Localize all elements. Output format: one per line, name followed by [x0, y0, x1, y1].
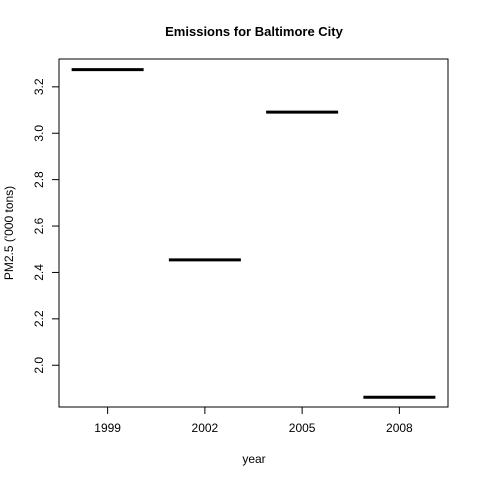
- data-marks: [71, 68, 436, 399]
- x-axis: 1999 2002 2005 2008: [94, 407, 413, 435]
- y-tick-label: 2.6: [32, 217, 46, 234]
- y-axis-label: PM2.5 ('000 tons): [2, 186, 16, 280]
- y-tick-label: 3.2: [32, 78, 46, 95]
- y-tick-label: 2.8: [32, 171, 46, 188]
- x-tick-label: 2005: [289, 421, 316, 435]
- chart-title: Emissions for Baltimore City: [165, 24, 343, 39]
- plot-frame: [58, 58, 449, 408]
- x-tick-label: 2008: [386, 421, 413, 435]
- y-tick-label: 2.2: [32, 310, 46, 327]
- y-axis: 2.0 2.2 2.4 2.6 2.8 3.0 3.2: [32, 78, 59, 374]
- y-tick-label: 2.0: [32, 357, 46, 374]
- x-tick-label: 1999: [94, 421, 121, 435]
- y-tick-label: 2.4: [32, 264, 46, 281]
- x-axis-label: year: [242, 452, 265, 466]
- y-tick-label: 3.0: [32, 125, 46, 142]
- x-tick-label: 2002: [192, 421, 219, 435]
